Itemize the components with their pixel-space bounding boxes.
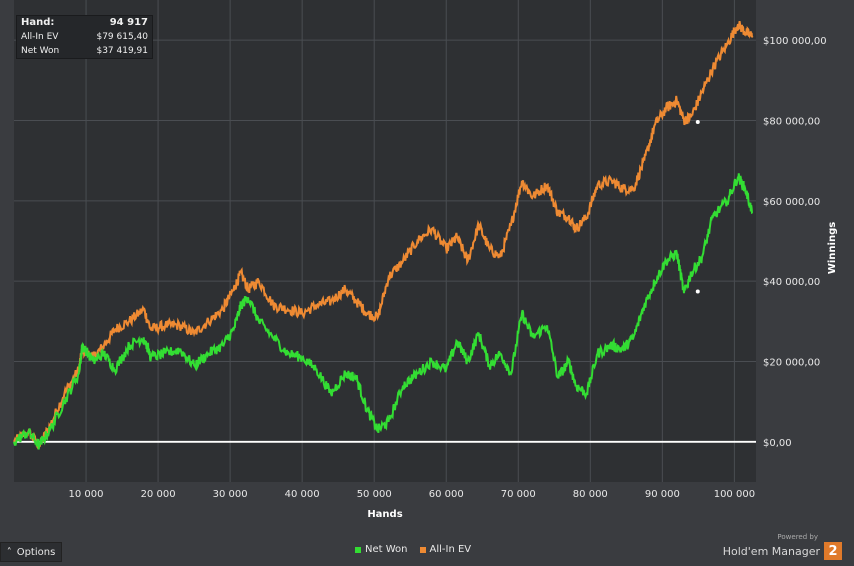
tooltip-ev-label: All-In EV: [21, 32, 59, 42]
legend-item-all-in-ev[interactable]: All-In EV: [419, 544, 472, 555]
legend-label-all-in-ev: All-In EV: [429, 544, 472, 555]
series-line-all-in-ev[interactable]: [13, 20, 754, 450]
y-tick-label: $80 000,00: [763, 117, 820, 128]
powered-by-text: Powered by: [777, 533, 818, 541]
tooltip-row-hand: Hand: 94 917: [17, 16, 152, 30]
legend: Net Won All-In EV: [355, 544, 471, 555]
y-tick-label: $0,00: [763, 438, 792, 449]
x-tick-label: 20 000: [141, 489, 176, 500]
legend-swatch-all-in-ev: [419, 546, 426, 553]
options-label: Options: [16, 546, 56, 558]
plot-area: [14, 0, 756, 482]
y-tick-label: $40 000,00: [763, 277, 820, 288]
y-tick-label: $100 000,00: [763, 36, 827, 47]
options-button[interactable]: ˄ Options: [0, 542, 62, 562]
x-tick-label: 30 000: [213, 489, 248, 500]
legend-label-net-won: Net Won: [365, 544, 408, 555]
tooltip-hand-label: Hand:: [21, 17, 55, 28]
x-tick-label: 10 000: [69, 489, 104, 500]
hover-marker-net-won: [695, 289, 700, 294]
x-tick-label: 100 000: [714, 489, 755, 500]
tooltip-net-label: Net Won: [21, 46, 60, 56]
tooltip-hand-value: 94 917: [109, 17, 148, 28]
tooltip-ev-value: $79 615,40: [96, 32, 148, 42]
x-tick-label: 70 000: [501, 489, 536, 500]
y-tick-label: $20 000,00: [763, 358, 820, 369]
x-tick-labels: 10 000 20 000 30 000 40 000 50 000 60 000 70 0…: [69, 489, 756, 500]
x-tick-label: 80 000: [573, 489, 608, 500]
tooltip-net-value: $37 419,91: [96, 46, 148, 56]
legend-swatch-net-won: [355, 546, 361, 553]
hm2-logo: 2: [824, 542, 842, 560]
x-tick-label: 60 000: [429, 489, 464, 500]
x-tick-label: 40 000: [285, 489, 320, 500]
brand-name: Hold'em Manager: [722, 544, 820, 558]
series-line-net-won[interactable]: [13, 173, 753, 450]
x-axis-title: Hands: [367, 509, 402, 520]
x-tick-label: 50 000: [357, 489, 392, 500]
tooltip-row-net-won: Net Won $37 419,91: [17, 44, 152, 58]
hover-marker-all-in-ev: [695, 120, 700, 125]
tooltip-row-all-in-ev: All-In EV $79 615,40: [17, 30, 152, 44]
branding: Powered by Hold'em Manager 2: [723, 533, 842, 560]
chevron-up-icon: ˄: [6, 546, 12, 558]
y-axis-title: Winnings: [827, 222, 838, 274]
legend-item-net-won[interactable]: Net Won: [355, 544, 408, 555]
y-tick-label: $60 000,00: [763, 197, 820, 208]
y-tick-labels: $0,00 $20 000,00 $40 000,00 $60 000,00 $80 0…: [763, 36, 827, 449]
hover-tooltip: Hand: 94 917 All-In EV $79 615,40 Net Wo…: [16, 15, 153, 59]
grid-lines: [14, 0, 756, 482]
x-tick-label: 90 000: [645, 489, 680, 500]
